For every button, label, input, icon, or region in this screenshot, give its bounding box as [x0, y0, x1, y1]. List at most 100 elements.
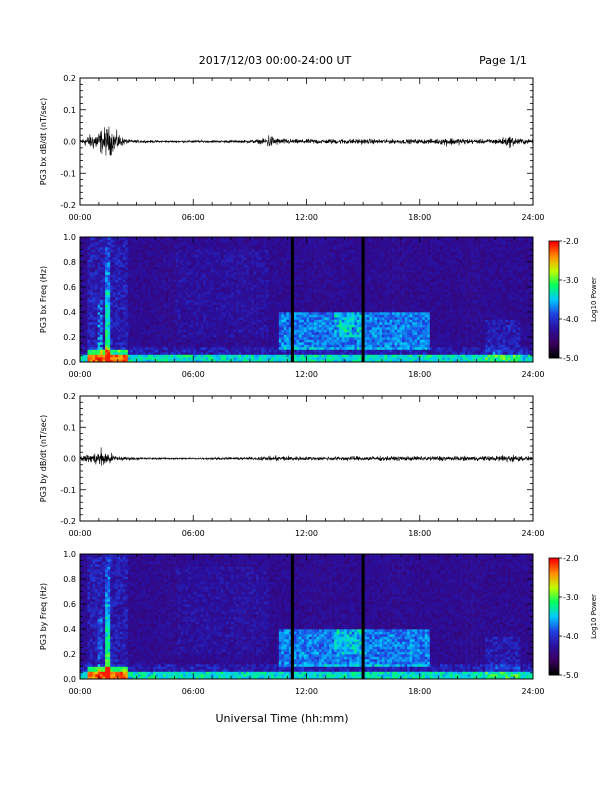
spectrogram-cell [178, 310, 181, 313]
spectrogram-cell [203, 252, 206, 255]
spectrogram-cell [256, 290, 259, 293]
spectrogram-cell [176, 252, 179, 255]
spectrogram-cell [246, 337, 249, 340]
spectrogram-cell [271, 242, 274, 245]
spectrogram-cell [261, 335, 264, 338]
spectrogram-cell [113, 352, 116, 355]
spectrogram-cell [125, 242, 128, 245]
spectrogram-cell [161, 290, 164, 293]
spectrogram-cell [183, 315, 186, 318]
spectrogram-cell [145, 342, 148, 345]
spectrogram-cell [140, 295, 143, 298]
spectrogram-cell [249, 325, 252, 328]
spectrogram-cell [108, 247, 111, 250]
spectrogram-cell [191, 347, 194, 350]
spectrogram-cell [309, 247, 312, 250]
spectrogram-cell [241, 260, 244, 263]
spectrogram-cell [143, 347, 146, 350]
spectrogram-cell [90, 337, 93, 340]
header-page-number: Page 1/1 [479, 54, 527, 67]
spectrogram-cell [251, 307, 254, 310]
spectrogram-cell [216, 257, 219, 260]
spectrogram-cell [110, 277, 113, 280]
spectrogram-cell [223, 240, 226, 243]
spectrogram-cell [98, 287, 101, 290]
spectrogram-cell [110, 257, 113, 260]
spectrogram-cell [319, 290, 322, 293]
spectrogram-cell [163, 247, 166, 250]
spectrogram-cell [186, 257, 189, 260]
spectrogram-cell [130, 332, 133, 335]
spectrogram-cell [218, 347, 221, 350]
spectrogram-cell [108, 287, 111, 290]
spectrogram-cell [118, 287, 121, 290]
spectrogram-cell [244, 292, 247, 295]
spectrogram-cell [105, 282, 108, 285]
spectrogram-cell [186, 260, 189, 263]
spectrogram-cell [105, 290, 108, 293]
spectrogram-cell [218, 325, 221, 328]
spectrogram-cell [279, 355, 282, 358]
spectrogram-cell [143, 305, 146, 308]
spectrogram-cell [274, 297, 277, 300]
spectrogram-cell [246, 352, 249, 355]
spectrogram-cell [105, 327, 108, 330]
spectrogram-cell [206, 317, 209, 320]
spectrogram-cell [251, 350, 254, 353]
spectrogram-cell [324, 272, 327, 275]
spectrogram-cell [259, 282, 262, 285]
spectrogram-cell [85, 290, 88, 293]
spectrogram-cell [125, 335, 128, 338]
spectrogram-cell [85, 345, 88, 348]
spectrogram-cell [128, 337, 131, 340]
spectrogram-cell [176, 255, 179, 258]
spectrogram-cell [299, 332, 302, 335]
spectrogram-cell [256, 305, 259, 308]
spectrogram-cell [241, 312, 244, 315]
spectrogram-cell [171, 312, 174, 315]
spectrogram-cell [226, 282, 229, 285]
spectrogram-cell [276, 262, 279, 265]
spectrogram-cell [183, 307, 186, 310]
spectrogram-cell [133, 280, 136, 283]
spectrogram-cell [299, 347, 302, 350]
spectrogram-cell [261, 315, 264, 318]
spectrogram-cell [120, 265, 123, 268]
spectrogram-cell [324, 347, 327, 350]
spectrogram-cell [95, 275, 98, 278]
spectrogram-cell [317, 250, 320, 253]
spectrogram-cell [317, 270, 320, 273]
spectrogram-cell [125, 250, 128, 253]
spectrogram-cell [173, 345, 176, 348]
spectrogram-cell [266, 322, 269, 325]
spectrogram-cell [208, 275, 211, 278]
spectrogram-cell [322, 337, 325, 340]
spectrogram-cell [264, 315, 267, 318]
spectrogram-cell [301, 317, 304, 320]
spectrogram-cell [269, 265, 272, 268]
spectrogram-cell [83, 257, 86, 260]
spectrogram-cell [118, 260, 121, 263]
spectrogram-cell [125, 270, 128, 273]
spectrogram-cell [123, 325, 126, 328]
spectrogram-cell [153, 290, 156, 293]
spectrogram-cell [193, 320, 196, 323]
spectrogram-cell [133, 270, 136, 273]
spectrogram-cell [251, 260, 254, 263]
spectrogram-cell [307, 245, 310, 248]
spectrogram-cell [83, 340, 86, 343]
spectrogram-cell [203, 242, 206, 245]
spectrogram-cell [221, 357, 224, 360]
spectrogram-cell [211, 327, 214, 330]
spectrogram-cell [183, 337, 186, 340]
spectrogram-cell [309, 337, 312, 340]
spectrogram-cell [103, 247, 106, 250]
spectrogram-cell [145, 302, 148, 305]
spectrogram-cell [249, 332, 252, 335]
spectrogram-cell [168, 242, 171, 245]
spectrogram-cell [236, 257, 239, 260]
spectrogram-cell [90, 320, 93, 323]
spectrogram-cell [93, 287, 96, 290]
spectrogram-cell [171, 282, 174, 285]
spectrogram-cell [123, 317, 126, 320]
